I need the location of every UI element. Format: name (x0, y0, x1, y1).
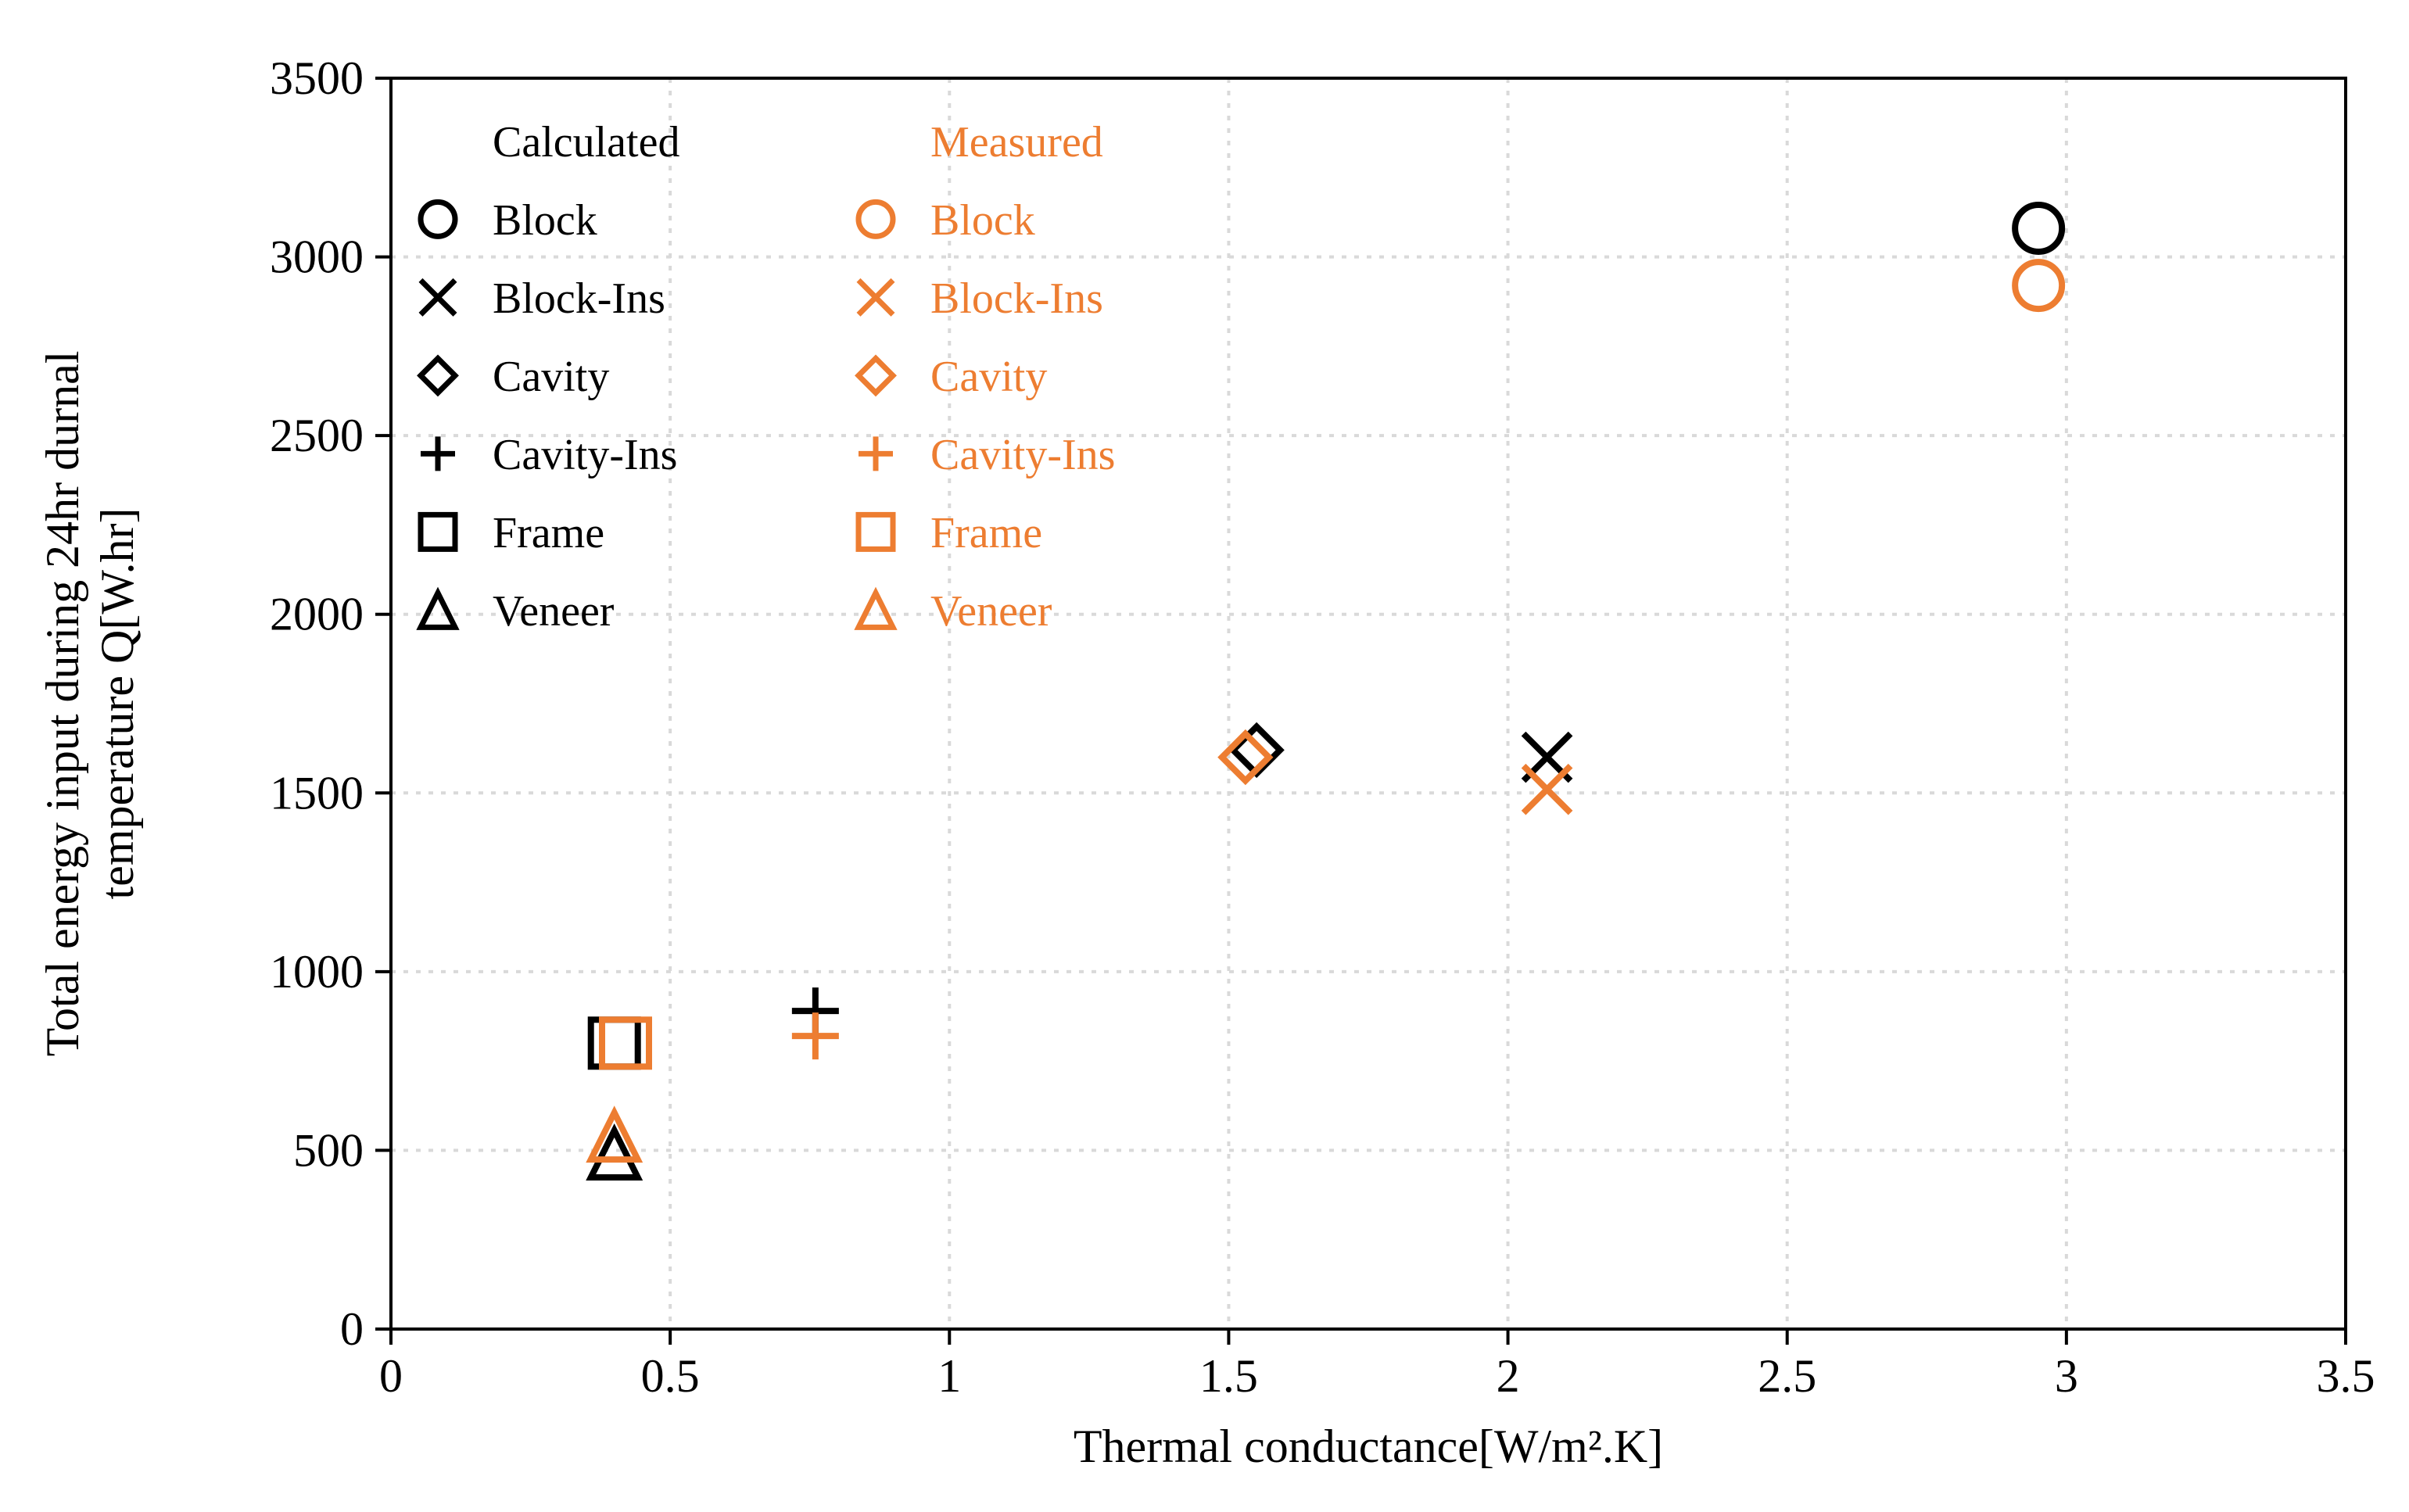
y-tick-label: 1000 (270, 946, 364, 998)
y-axis-label-line2: temperature Q[W.hr] (91, 508, 143, 900)
x-axis-label: Thermal conductance[W/m².K] (1074, 1421, 1663, 1472)
x-tick-label: 3.5 (2317, 1350, 2375, 1402)
legend-item-calculated-cavity: Cavity (493, 353, 609, 401)
legend-item-measured-frame: Frame (930, 509, 1042, 557)
legend-item-calculated-frame: Frame (493, 509, 604, 557)
y-axis-label-line1: Total energy input during 24hr durnal (37, 351, 88, 1057)
legend-item-calculated-veneer: Veneer (493, 587, 615, 636)
legend-header-measured: Measured (930, 118, 1103, 167)
y-tick-label: 1500 (270, 767, 364, 819)
x-tick-label: 1 (937, 1350, 961, 1402)
x-tick-label: 0.5 (641, 1350, 700, 1402)
x-tick-label: 2 (1497, 1350, 1520, 1402)
x-tick-label: 3 (2055, 1350, 2078, 1402)
y-tick-label: 500 (293, 1124, 364, 1176)
legend-item-calculated-block: Block (493, 196, 597, 245)
legend-item-calculated-block-ins: Block-Ins (493, 274, 665, 323)
x-tick-label: 1.5 (1199, 1350, 1258, 1402)
x-tick-label: 0 (379, 1350, 403, 1402)
legend-item-measured-veneer: Veneer (930, 587, 1052, 636)
legend-item-measured-block: Block (930, 196, 1035, 245)
legend-item-measured-block-ins: Block-Ins (930, 274, 1103, 323)
y-tick-label: 2500 (270, 410, 364, 461)
legend-header-calculated: Calculated (493, 118, 679, 167)
chart-container: 0 0.5 1 1.5 2 2.5 3 3.5 0 500 1000 1500 2000 2500 3000… (0, 0, 2409, 1512)
legend-item-calculated-cavity-ins: Cavity-Ins (493, 431, 677, 479)
legend-item-measured-cavity: Cavity (930, 353, 1047, 401)
x-tick-label: 2.5 (1758, 1350, 1816, 1402)
y-tick-label: 3500 (270, 52, 364, 104)
y-tick-label: 0 (340, 1303, 364, 1355)
y-tick-label: 2000 (270, 589, 364, 640)
y-tick-label: 3000 (270, 231, 364, 283)
legend-item-measured-cavity-ins: Cavity-Ins (930, 431, 1115, 479)
